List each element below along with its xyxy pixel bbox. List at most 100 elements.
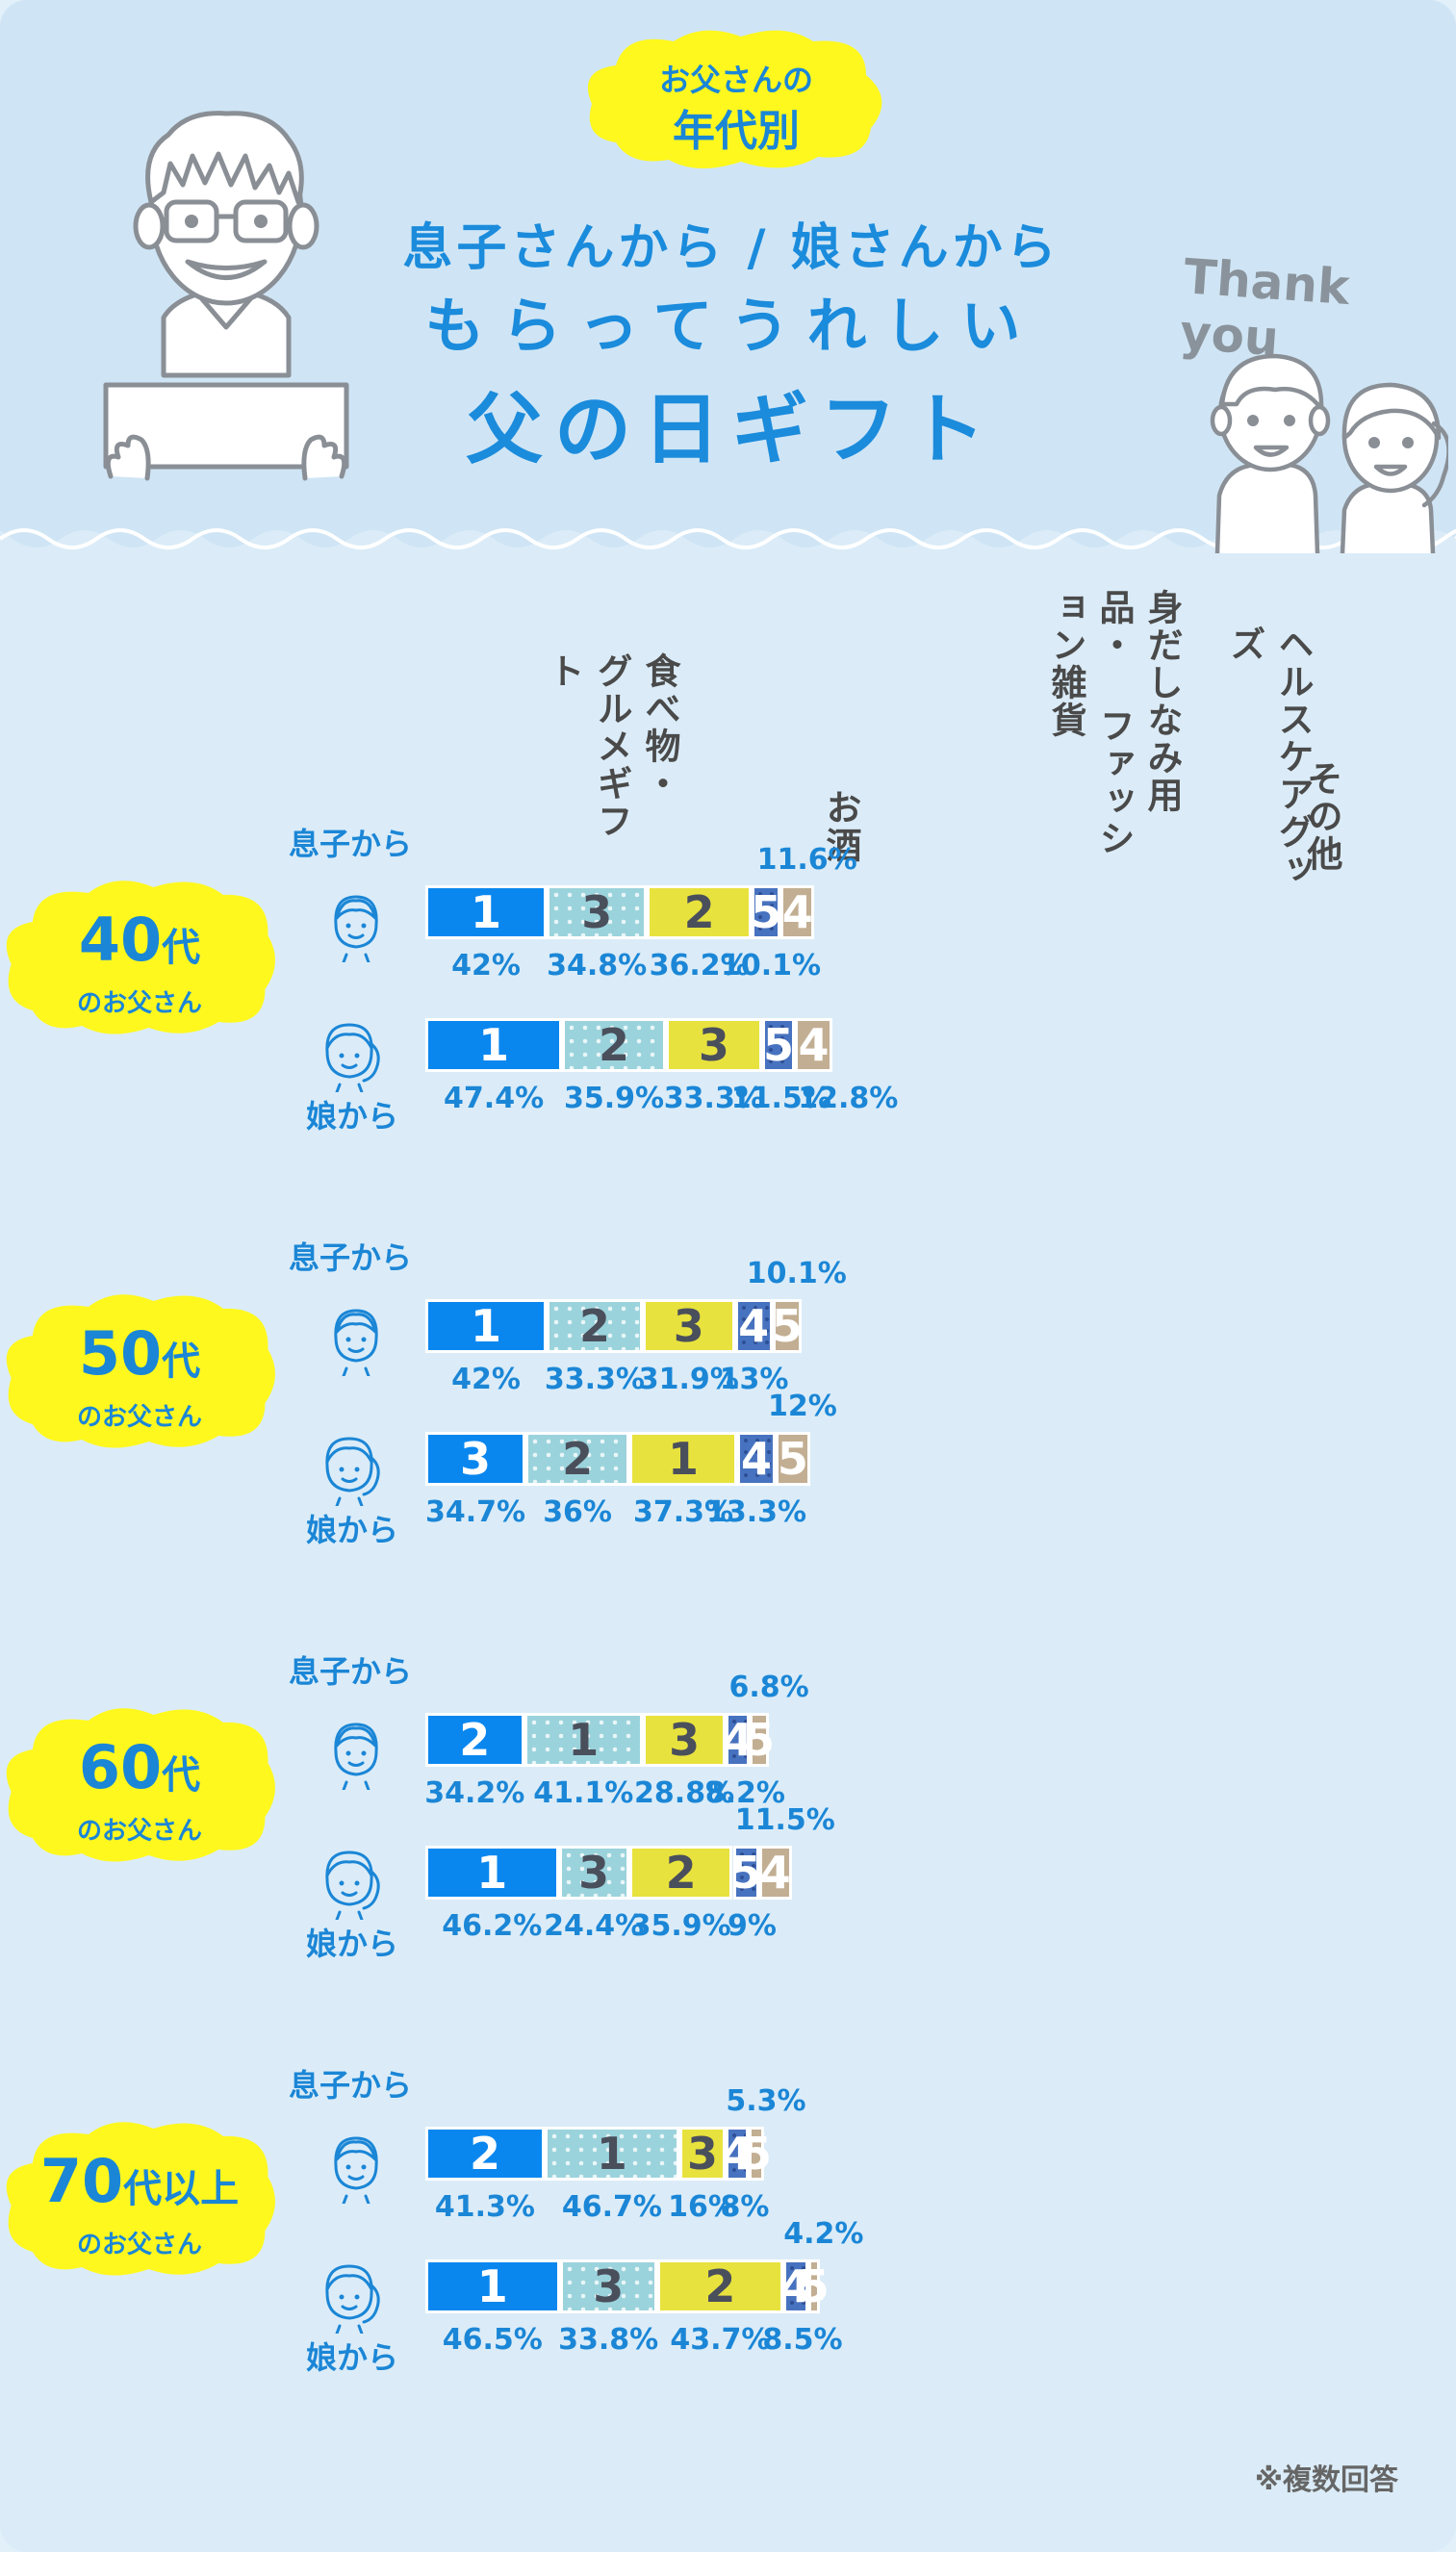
bar-segment-fashion: 2	[656, 2259, 783, 2313]
percent-label-fashion: 36.2%	[649, 949, 750, 983]
age-sublabel-70: のお父さん	[76, 2231, 202, 2259]
category-label-food: 食べ物・ グルメギフト	[543, 652, 680, 840]
age-label-70: 70代以上	[0, 2146, 279, 2216]
percent-label-other: 6.8%	[728, 1671, 809, 1704]
percent-label-health: 10.1%	[720, 949, 822, 983]
bar-segment-health: 4	[734, 1299, 773, 1353]
bar-segment-health: 4	[722, 2127, 754, 2181]
bar-segment-other: 5	[771, 1299, 803, 1353]
bar-segment-alcohol: 3	[559, 2259, 657, 2313]
bar-segment-food: 2	[425, 2127, 545, 2181]
bar-segment-fashion: 3	[642, 1713, 727, 1767]
badge-line1: お父さんの	[658, 62, 813, 98]
percent-label-food: 41.3%	[434, 2190, 535, 2224]
from-son-label: 息子から	[289, 1239, 413, 1276]
age-sublabel-40: のお父さん	[76, 989, 202, 1018]
bar-segment-food: 1	[425, 885, 547, 939]
percent-label-food: 47.4%	[444, 1082, 545, 1115]
percent-label-fashion: 33.3%	[663, 1082, 764, 1115]
percent-label-alcohol: 34.8%	[547, 949, 648, 983]
bar-segment-food: 1	[425, 1846, 559, 1900]
bar-segment-health: 4	[722, 1713, 754, 1767]
bar-segment-fashion: 2	[628, 1846, 733, 1900]
from-daughter-label: 娘から	[306, 2339, 399, 2376]
percent-label-alcohol: 41.1%	[533, 1776, 634, 1810]
bar-segment-alcohol: 1	[524, 1713, 643, 1767]
daughter-face-icon	[325, 1437, 380, 1506]
percent-label-food: 34.7%	[425, 1495, 526, 1529]
age-sublabel-50: のお父さん	[76, 1403, 202, 1432]
bar-segment-food: 1	[425, 2259, 560, 2313]
bar-segment-other: 4	[795, 1018, 832, 1072]
percent-label-alcohol: 33.3%	[544, 1363, 645, 1396]
percent-label-other: 12%	[767, 1390, 837, 1423]
from-daughter-label: 娘から	[306, 1926, 399, 1962]
bar-segment-food: 3	[425, 1432, 526, 1486]
percent-label-food: 42%	[451, 1363, 521, 1396]
age-label-60: 60代	[0, 1732, 279, 1802]
age-number: 40	[78, 905, 163, 975]
bar-segment-fashion: 3	[665, 1018, 762, 1072]
children-illustration	[1210, 353, 1448, 553]
percent-label-fashion: 28.8%	[634, 1776, 735, 1810]
percent-label-fashion: 16%	[668, 2190, 737, 2224]
bar-segment-food: 1	[425, 1299, 547, 1353]
bar-segment-alcohol: 3	[558, 1846, 629, 1900]
bar-segment-fashion: 1	[629, 1432, 737, 1486]
age-bubble-70	[6, 2122, 275, 2276]
age-sublabel-60: のお父さん	[76, 1817, 202, 1846]
age-number: 70	[39, 2146, 124, 2216]
percent-label-health: 8.2%	[704, 1776, 785, 1810]
bar-segment-alcohol: 2	[525, 1432, 630, 1486]
percent-label-other: 5.3%	[726, 2084, 806, 2118]
bar-segment-fashion: 2	[647, 885, 752, 939]
bar-segment-alcohol: 2	[562, 1018, 666, 1072]
percent-label-fashion: 31.9%	[638, 1363, 739, 1396]
from-son-label: 息子から	[289, 1653, 413, 1690]
percent-label-fashion: 43.7%	[670, 2323, 771, 2357]
percent-label-health: 13.3%	[705, 1495, 807, 1529]
badge-line2: 年代別	[673, 107, 800, 156]
percent-label-food: 42%	[451, 949, 521, 983]
percent-label-fashion: 37.3%	[633, 1495, 734, 1529]
from-daughter-label: 娘から	[306, 1512, 399, 1548]
page-title: 父の日ギフト	[466, 385, 997, 474]
percent-label-other: 4.2%	[783, 2217, 864, 2251]
son-face-icon	[334, 2136, 378, 2204]
percent-label-food: 34.2%	[424, 1776, 525, 1810]
from-daughter-label: 娘から	[306, 1098, 399, 1135]
bar-segment-other: 4	[758, 1846, 792, 1900]
category-label-alcohol: お酒	[820, 789, 861, 864]
bar-segment-other: 5	[798, 2259, 830, 2313]
son-face-icon	[334, 1723, 378, 1790]
bar-segment-food: 2	[425, 1713, 524, 1767]
age-label-40: 40代	[0, 905, 279, 975]
age-number: 60	[78, 1732, 163, 1802]
title-line2: もらってうれしい	[424, 291, 1038, 361]
percent-label-alcohol: 33.8%	[558, 2323, 659, 2357]
age-suffix: 代	[162, 926, 201, 970]
age-number: 50	[78, 1318, 163, 1389]
percent-label-alcohol: 35.9%	[564, 1082, 665, 1115]
age-suffix: 代	[162, 1340, 201, 1384]
bar-segment-health: 5	[730, 1846, 762, 1900]
bar-segment-fashion: 3	[679, 2127, 726, 2181]
daughter-face-icon	[325, 1850, 380, 1920]
percent-label-alcohol: 46.7%	[561, 2190, 662, 2224]
title-line1: 息子さんから / 娘さんから	[402, 219, 1060, 277]
percent-label-food: 46.2%	[442, 1909, 543, 1943]
bar-segment-alcohol: 2	[547, 1299, 643, 1353]
bar-segment-health: 5	[761, 1018, 796, 1072]
bar-segment-other: 5	[744, 1713, 776, 1767]
percent-label-other: 11.5%	[734, 1803, 835, 1837]
percent-label-fashion: 35.9%	[630, 1909, 731, 1943]
son-face-icon	[334, 895, 378, 962]
bar-segment-alcohol: 3	[547, 885, 648, 939]
daughter-face-icon	[325, 2264, 380, 2334]
bar-segment-alcohol: 1	[544, 2127, 679, 2181]
bar-segment-health: 4	[779, 2259, 811, 2313]
bar-segment-health: 5	[751, 885, 782, 939]
percent-label-health: 8.5%	[762, 2323, 843, 2357]
son-face-icon	[334, 1309, 378, 1376]
